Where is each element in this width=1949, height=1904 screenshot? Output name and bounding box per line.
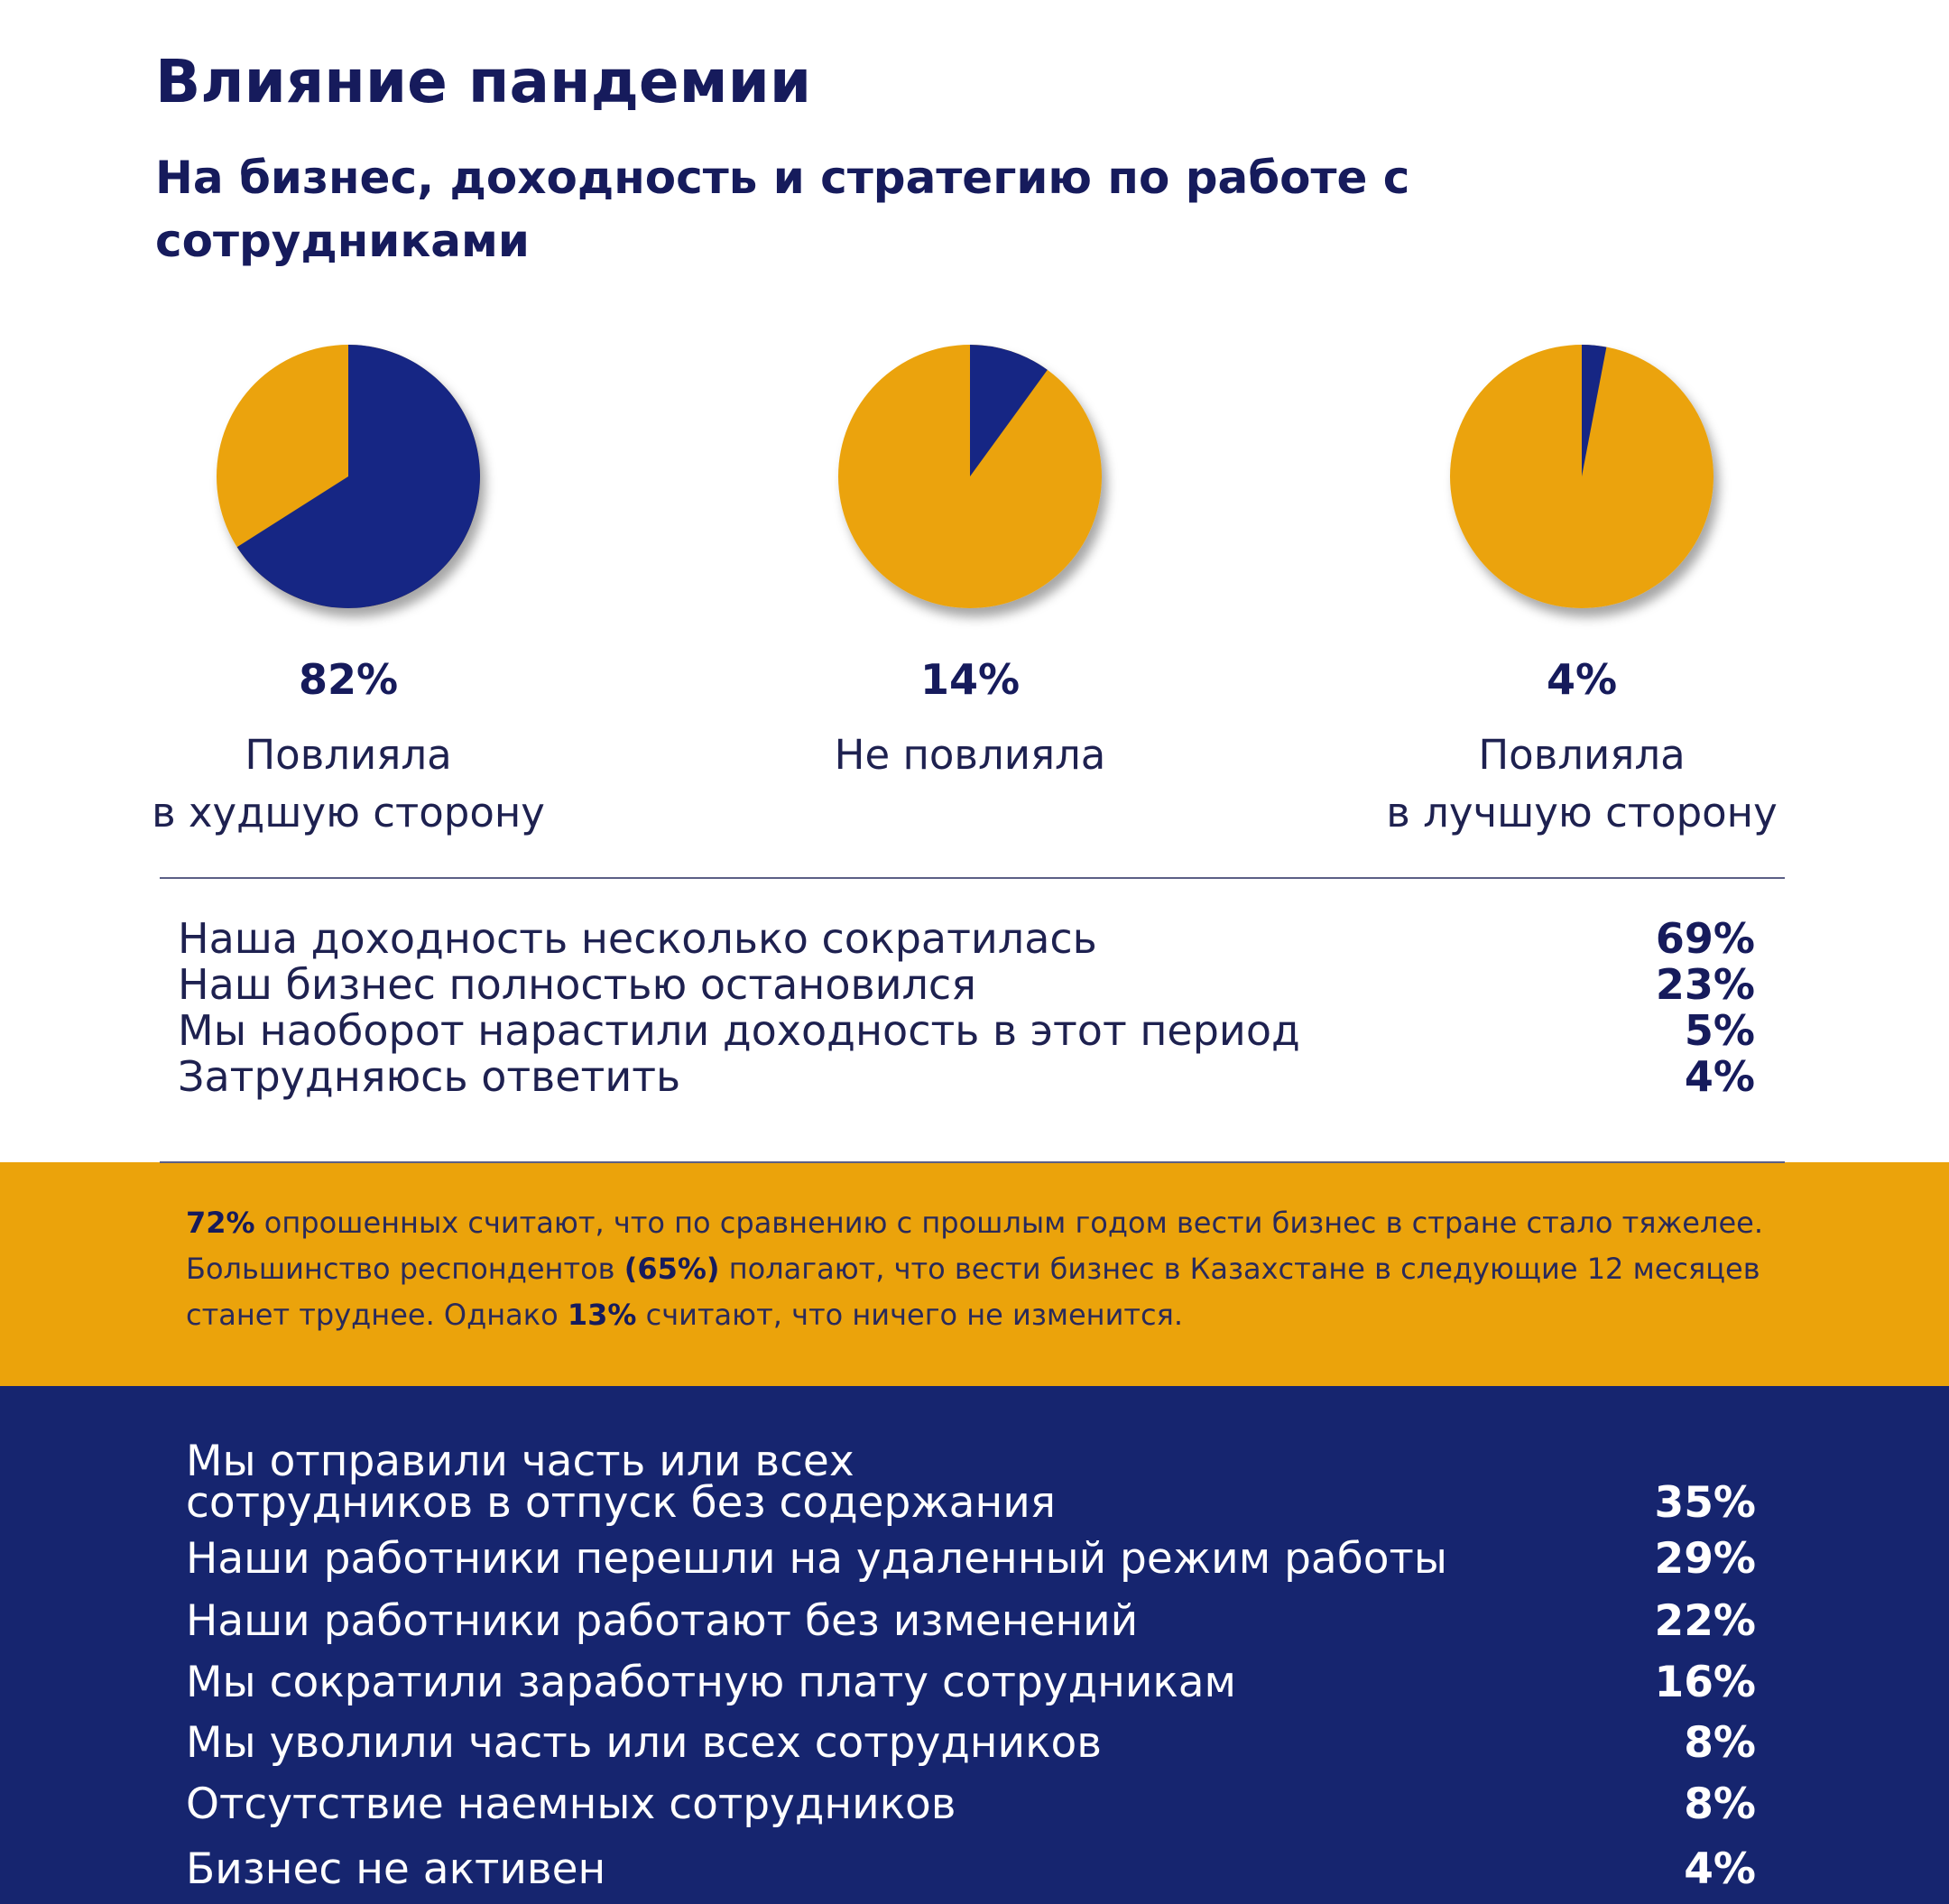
pie-percent-better: 4% [1546,655,1618,704]
page-title: Влияние пандемии [155,47,812,116]
pie-label-none: Не повлияла [834,731,1106,779]
divider [160,877,1785,879]
page-subtitle: На бизнес, доходность и стратегию по раб… [155,152,1410,267]
pie-slice-blue [970,345,1048,476]
pie [838,345,1102,608]
staff-row: Мы отправили часть или всех сотрудников в… [186,1437,1756,1528]
profit-row: Наш бизнес полностью остановился 23% [178,960,1755,1009]
callout-text: 72% опрошенных считают, что по сравнению… [186,1206,1763,1332]
pie-label-better: Повлияла в лучшую сторону [1386,731,1778,836]
pie-label-worse: Повлияла в худшую сторону [152,731,545,836]
staff-row: Мы уволили часть или всех сотрудников 8% [186,1718,1756,1768]
pie-slice-blue [236,345,480,609]
staff-band [0,1386,1949,1904]
staff-row: Наши работники работают без изменений 22% [186,1596,1756,1646]
pie [1450,345,1713,608]
staff-row: Наши работники перешли на удаленный режи… [186,1534,1756,1584]
staff-row: Бизнес не активен 4% [186,1844,1756,1894]
pie-charts [217,345,1713,609]
staff-row: Мы сократили заработную плату сотрудника… [186,1658,1756,1707]
profit-row: Мы наоборот нарастили доходность в этот … [178,1006,1755,1055]
callout-band [0,1162,1949,1386]
pie-slice-blue [1582,345,1607,476]
pie-percent-none: 14% [919,655,1021,704]
pie [217,345,480,609]
profit-row: Наша доходность несколько сократилась 69% [178,914,1755,963]
pie-percent-worse: 82% [298,655,399,704]
profit-row: Затрудняюсь ответить 4% [178,1052,1755,1101]
divider [160,1161,1785,1163]
staff-row: Отсутствие наемных сотрудников 8% [186,1779,1756,1829]
